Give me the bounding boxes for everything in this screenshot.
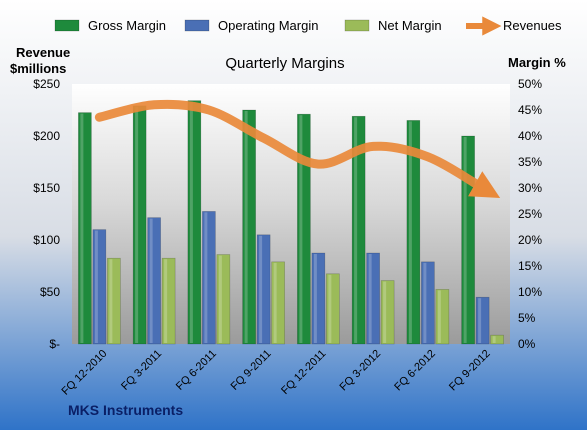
revenues-line — [94, 99, 501, 198]
operating-margin-bar — [311, 252, 326, 345]
net-margin-bar — [490, 334, 504, 345]
operating-margin-bar-highlight — [204, 212, 208, 343]
company-label: MKS Instruments — [68, 402, 183, 418]
net-margin-bar-highlight — [273, 262, 277, 343]
revenue-line-group — [94, 99, 501, 198]
right-axis-ticks: 0% 5% 10% 15% 20% 25% 30% 35% 40% 45% 50% — [518, 77, 542, 351]
left-tick-label: $50 — [40, 285, 60, 299]
gross-margin-bar-highlight — [244, 111, 248, 343]
gross-margin-bar — [461, 135, 475, 345]
chart-title: Quarterly Margins — [225, 55, 344, 72]
gross-margin-bar-highlight — [189, 101, 193, 343]
operating-margin-bar — [147, 217, 161, 345]
operating-margin-bar-highlight — [313, 254, 317, 343]
bars — [78, 100, 504, 345]
operating-margin-bar — [202, 211, 216, 345]
right-tick-label: 10% — [518, 285, 542, 299]
net-margin-legend-swatch — [344, 19, 370, 32]
operating-margin-bar-highlight — [478, 298, 482, 343]
operating-margin-bar — [475, 296, 490, 345]
net-margin-legend-label: Net Margin — [378, 18, 442, 33]
right-tick-label: 5% — [518, 311, 536, 325]
left-tick-label: $100 — [33, 233, 60, 247]
gross-margin-bar — [406, 120, 421, 345]
right-axis-label: Margin % — [508, 55, 566, 70]
operating-margin-bar-highlight — [259, 235, 263, 343]
left-tick-label: $250 — [33, 77, 60, 91]
revenues-legend-label: Revenues — [503, 18, 562, 33]
gross-margin-bar-highlight — [299, 115, 303, 343]
gross-margin-legend-swatch — [54, 19, 80, 32]
gross-margin-bar-highlight — [354, 117, 358, 344]
gross-margin-bar-highlight — [80, 113, 84, 343]
net-margin-bar — [326, 273, 340, 345]
right-tick-label: 30% — [518, 181, 542, 195]
net-margin-bar — [216, 254, 231, 345]
operating-margin-legend-swatch — [184, 19, 210, 32]
operating-margin-bar — [256, 234, 271, 345]
legend: Gross Margin Operating Margin Net Margin Re… — [54, 16, 562, 36]
net-margin-bar — [271, 261, 285, 345]
net-margin-bar-highlight — [164, 259, 168, 343]
operating-margin-bar — [92, 229, 107, 345]
right-tick-label: 35% — [518, 155, 542, 169]
gross-margin-bar-highlight — [135, 106, 139, 343]
operating-margin-bar-highlight — [94, 230, 98, 343]
left-axis-label-line2: $millions — [10, 61, 66, 76]
right-tick-label: 50% — [518, 77, 542, 91]
right-tick-label: 40% — [518, 129, 542, 143]
gross-margin-bar-highlight — [408, 121, 412, 344]
right-tick-label: 45% — [518, 103, 542, 117]
right-tick-label: 20% — [518, 233, 542, 247]
left-axis-ticks: $- $50 $100 $150 $200 $250 — [33, 77, 60, 351]
net-margin-bar-highlight — [437, 290, 441, 343]
gross-margin-bar — [187, 100, 202, 345]
net-margin-bar — [380, 280, 395, 345]
operating-margin-bar-highlight — [368, 254, 372, 343]
right-tick-label: 25% — [518, 207, 542, 221]
right-tick-label: 0% — [518, 337, 536, 351]
net-margin-bar-highlight — [109, 259, 113, 343]
net-margin-bar-highlight — [328, 274, 332, 343]
gross-margin-legend-label: Gross Margin — [88, 18, 166, 33]
net-margin-bar-highlight — [383, 281, 387, 343]
gross-margin-bar-highlight — [463, 137, 467, 343]
gross-margin-bar — [351, 115, 366, 345]
net-margin-bar — [107, 257, 121, 345]
gross-margin-bar — [242, 109, 256, 345]
operating-margin-bar-highlight — [423, 262, 427, 343]
gross-margin-bar — [132, 105, 147, 345]
gross-margin-bar — [78, 112, 92, 345]
right-tick-label: 15% — [518, 259, 542, 273]
net-margin-bar-highlight — [492, 336, 496, 343]
operating-margin-bar-highlight — [149, 218, 153, 343]
left-axis-label-line1: Revenue — [16, 45, 70, 60]
operating-margin-legend-label: Operating Margin — [218, 18, 318, 33]
left-tick-label: $150 — [33, 181, 60, 195]
operating-margin-bar — [421, 261, 435, 345]
operating-margin-bar — [366, 252, 380, 345]
net-margin-bar-highlight — [218, 255, 222, 343]
net-margin-bar — [161, 257, 176, 345]
gross-margin-bar — [297, 113, 311, 345]
left-tick-label: $200 — [33, 129, 60, 143]
net-margin-bar — [435, 289, 450, 345]
left-tick-label: $- — [49, 337, 60, 351]
